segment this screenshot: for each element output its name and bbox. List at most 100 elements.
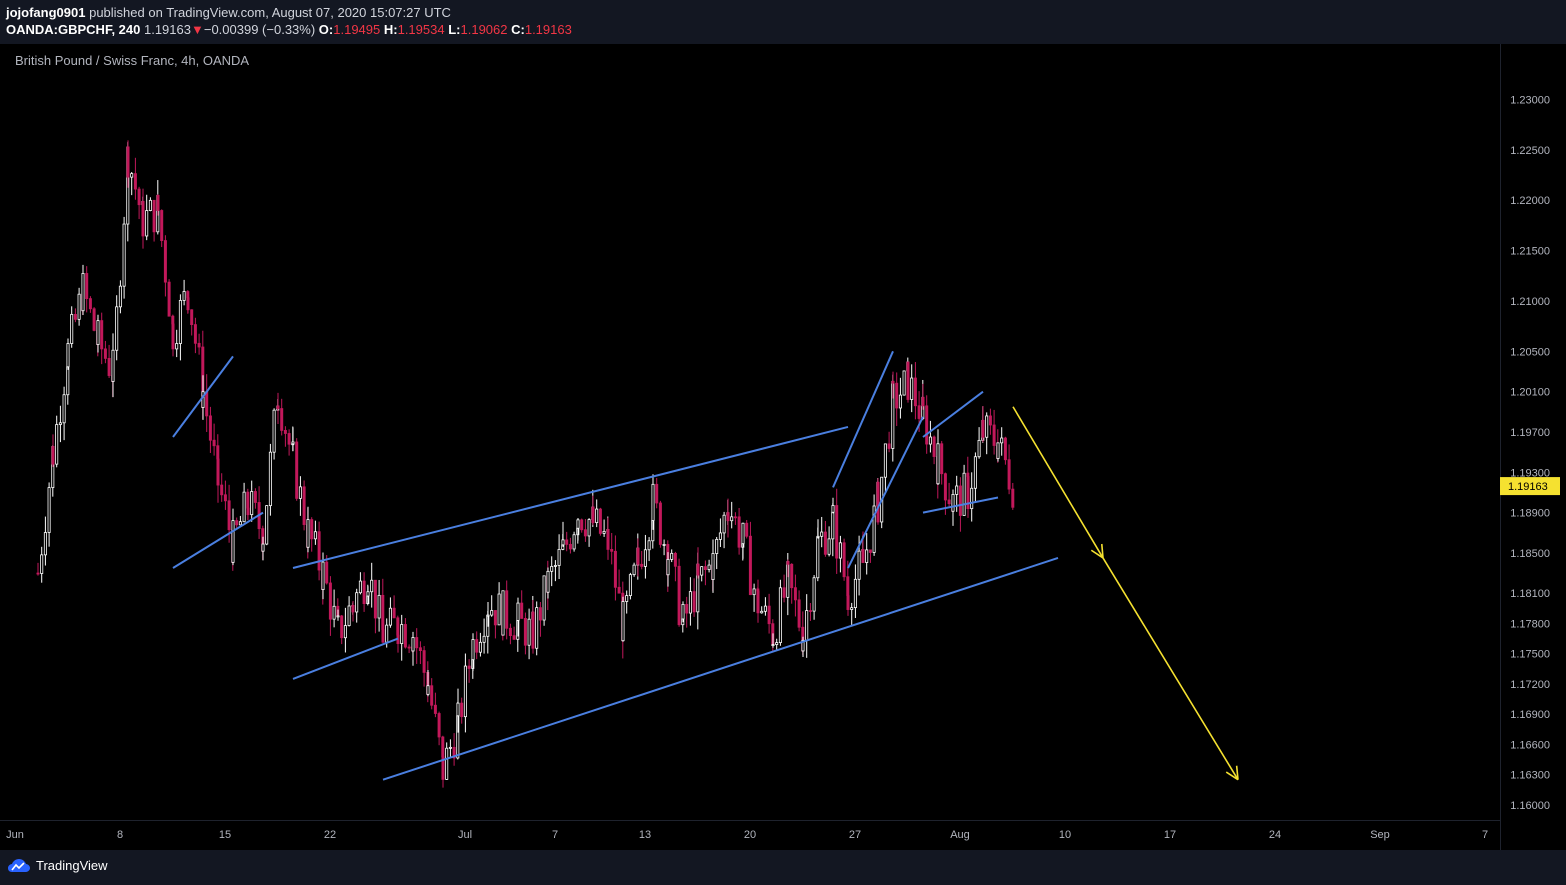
- time-axis-label: 27: [849, 829, 861, 841]
- candle: [561, 521, 565, 547]
- candle-body: [583, 529, 587, 537]
- candle: [823, 520, 827, 557]
- candle-body: [523, 618, 527, 646]
- candle-body: [118, 285, 122, 308]
- candle: [741, 522, 745, 559]
- candle-body: [598, 508, 602, 534]
- candle-body: [321, 561, 325, 590]
- candle: [250, 480, 254, 522]
- candle-body: [846, 595, 850, 610]
- candle: [317, 521, 321, 581]
- candle-body: [141, 201, 145, 237]
- candle-body: [737, 516, 741, 548]
- candle: [291, 427, 295, 452]
- open-label: O:: [318, 22, 334, 37]
- candle-body: [816, 535, 820, 538]
- candle: [493, 610, 497, 639]
- candle-body: [137, 188, 141, 206]
- candle-body: [561, 539, 565, 546]
- trendline: [922, 390, 984, 438]
- candle-body: [970, 487, 974, 510]
- candle: [478, 632, 482, 657]
- candle-body: [996, 442, 1000, 459]
- candle-body: [910, 377, 914, 400]
- candle: [377, 579, 381, 632]
- candle-body: [291, 441, 295, 445]
- candle: [246, 494, 250, 521]
- candle: [268, 443, 272, 516]
- candle-body: [193, 324, 197, 344]
- candle-body: [793, 587, 797, 601]
- candle-body: [261, 543, 265, 552]
- candle-body: [167, 281, 171, 317]
- price-tag-label: 1.19163: [1508, 481, 1548, 493]
- candle: [666, 552, 670, 587]
- candle-body: [842, 542, 846, 578]
- candle-body: [486, 614, 490, 617]
- candle-body: [748, 535, 752, 596]
- candle-body: [666, 559, 670, 576]
- candle: [538, 601, 542, 637]
- candle: [137, 186, 141, 220]
- candle-body: [823, 531, 827, 555]
- candle: [872, 494, 876, 556]
- candle: [520, 590, 524, 619]
- candle-body: [887, 443, 891, 449]
- candle: [681, 601, 685, 623]
- candle-body: [572, 534, 576, 550]
- candle-body: [295, 441, 299, 499]
- candle: [655, 477, 659, 509]
- candle-body: [272, 409, 276, 453]
- candle: [96, 314, 100, 353]
- candle: [613, 535, 617, 601]
- candle-body: [936, 443, 940, 485]
- candle: [688, 577, 692, 626]
- candle: [358, 572, 362, 595]
- candle: [707, 559, 711, 573]
- candle-body: [216, 458, 220, 486]
- candle-body: [227, 500, 231, 531]
- high-value: 1.19534: [397, 22, 445, 37]
- candle-body: [685, 603, 689, 614]
- candle: [223, 480, 227, 510]
- candle: [553, 560, 557, 582]
- candle-body: [51, 446, 55, 465]
- candle-body: [838, 542, 842, 559]
- candle: [433, 692, 437, 718]
- candle: [700, 566, 704, 582]
- candle: [816, 519, 820, 539]
- candle: [141, 188, 145, 249]
- price-axis-label: 1.17500: [1510, 649, 1550, 661]
- candle: [160, 209, 164, 248]
- candle: [85, 266, 89, 313]
- price-axis: 1.23000 1.22500 1.22000 1.21500 1.21000 1.205…: [1510, 94, 1550, 812]
- candle-body: [347, 605, 351, 626]
- candle: [895, 372, 899, 426]
- candle: [748, 521, 752, 596]
- candle: [178, 294, 182, 361]
- candle: [782, 574, 786, 603]
- candle: [838, 535, 842, 573]
- candle: [658, 500, 662, 548]
- candle-body: [568, 543, 572, 550]
- candle: [595, 499, 599, 528]
- candle: [786, 559, 790, 578]
- candle: [310, 517, 314, 552]
- candle: [216, 457, 220, 503]
- projection-arrow-head: [1225, 771, 1239, 781]
- tradingview-logo[interactable]: TradingView: [8, 858, 108, 873]
- chart-area[interactable]: [0, 44, 1566, 850]
- candle-body: [47, 487, 51, 533]
- candle: [152, 199, 156, 242]
- author-name[interactable]: jojofang0901: [6, 5, 86, 20]
- candle: [752, 583, 756, 612]
- price-axis-label: 1.17200: [1510, 679, 1550, 691]
- candle: [441, 756, 445, 788]
- candle-body: [831, 511, 835, 540]
- candle: [283, 426, 287, 447]
- candle-body: [36, 572, 40, 575]
- candle-body: [302, 486, 306, 525]
- candle: [865, 533, 869, 575]
- candle-body: [178, 300, 182, 344]
